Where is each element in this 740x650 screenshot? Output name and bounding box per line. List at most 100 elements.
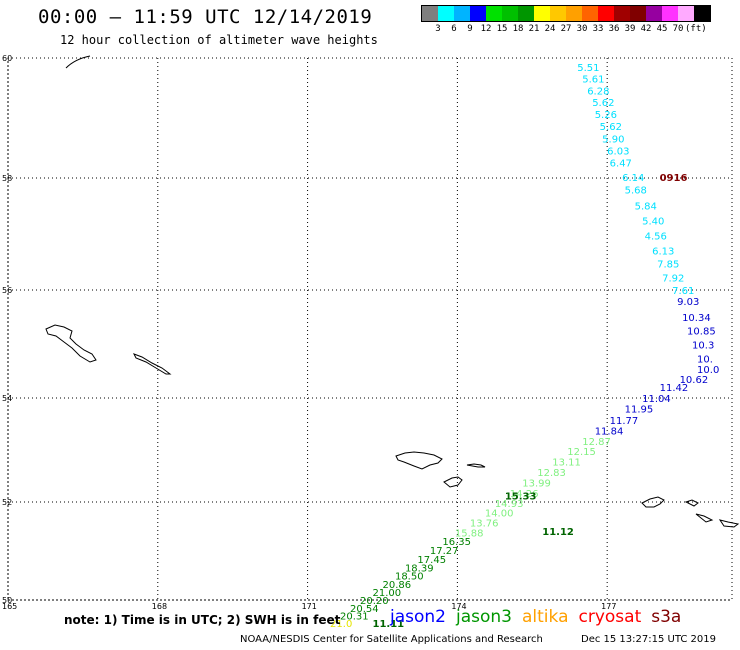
swh-value: 10.34 (682, 313, 711, 324)
swh-value: 4.56 (645, 232, 667, 243)
legend-label: 15 (496, 24, 508, 34)
legend-label: 18 (512, 24, 524, 34)
legend-label: 30 (576, 24, 588, 34)
swh-value: 11.04 (642, 394, 671, 405)
legend-label: 36 (608, 24, 620, 34)
island-kiska (641, 496, 665, 508)
footer-note: note: 1) Time is in UTC; 2) SWH is in fe… (64, 613, 341, 627)
swh-value: 12.83 (537, 468, 566, 479)
swh-value: 15.88 (455, 528, 484, 539)
legend-swatch (534, 6, 550, 21)
swh-value: 9.03 (677, 297, 699, 308)
legend-swatch (582, 6, 598, 21)
swh-value: 14.26 (510, 489, 539, 500)
legend-label: 27 (560, 24, 572, 34)
legend-swatch (694, 6, 710, 21)
satellite-jason3: jason3 (456, 607, 512, 627)
legend-swatch (614, 6, 630, 21)
satellite-cryosat: cryosat (578, 607, 642, 627)
swh-value: 10.85 (687, 326, 716, 337)
legend-swatch (438, 6, 454, 21)
island-agattu (443, 476, 463, 488)
legend-label: 12 (480, 24, 492, 34)
satellite-jason2: jason2 (390, 607, 446, 627)
island-attu (395, 451, 443, 470)
swh-value: 11.77 (610, 416, 639, 427)
swh-value: 5.26 (595, 110, 617, 121)
island-rat (684, 499, 699, 507)
swh-value: 5.90 (602, 135, 624, 146)
legend-label: 24 (544, 24, 556, 34)
swh-value: 5.51 (577, 63, 599, 74)
lat-label: 58 (2, 174, 12, 183)
legend-label: (ft) (685, 24, 707, 34)
legend-label: 45 (656, 24, 668, 34)
swh-value: 10.3 (692, 340, 714, 351)
legend-swatches (421, 5, 711, 22)
swh-value: 5.62 (592, 98, 614, 109)
swh-value: 11.84 (595, 426, 624, 437)
island-medny (132, 353, 172, 375)
legend-swatch (630, 6, 646, 21)
satellite-altika: altika (522, 607, 569, 627)
lat-label: 50 (2, 596, 12, 605)
legend-label: 21 (528, 24, 540, 34)
lon-label: 174 (451, 602, 466, 611)
lat-label: 60 (2, 54, 12, 63)
coastline-kamchatka (65, 55, 91, 69)
swh-tracks: 5.515.616.285.625.265.625.906.036.476.14… (330, 63, 719, 630)
legend-swatch (646, 6, 662, 21)
swh-value: 21.0 (330, 619, 352, 630)
swh-value: 14.00 (485, 509, 514, 520)
lat-label: 52 (2, 498, 12, 507)
lat-label: 56 (2, 286, 12, 295)
swh-value: 0916 (660, 173, 688, 184)
legend-label: 9 (467, 24, 473, 34)
legend-label: 6 (451, 24, 457, 34)
swh-value: 5.84 (635, 201, 657, 212)
swh-value: 11.11 (372, 619, 404, 630)
legend-swatch (470, 6, 486, 21)
swh-value: 6.13 (652, 247, 674, 258)
swh-value: 11.95 (625, 405, 654, 416)
island-amchitka-east (718, 519, 740, 528)
island-amchitka (695, 513, 714, 523)
legend-label: 39 (624, 24, 636, 34)
swh-value: 11.12 (542, 527, 574, 538)
legend-labels: 3 6 9 12 15 18 21 24 27 30 33 36 39 42 45 70 (ft) (421, 22, 711, 36)
legend-label: 3 (435, 24, 441, 34)
swh-value: 5.40 (642, 216, 664, 227)
swh-value: 13.11 (552, 458, 581, 469)
lon-label: 168 (152, 602, 167, 611)
legend-swatch (598, 6, 614, 21)
page-subtitle: 12 hour collection of altimeter wave hei… (60, 33, 378, 47)
color-legend: 3 6 9 12 15 18 21 24 27 30 33 36 39 42 45 70 (ft) (421, 5, 711, 36)
legend-swatch (566, 6, 582, 21)
swh-value: 13.76 (470, 519, 499, 530)
lat-label: 54 (2, 394, 12, 403)
swh-value: 20.86 (382, 580, 411, 591)
swh-value: 12.87 (582, 437, 611, 448)
swh-value: 13.99 (522, 478, 551, 489)
swh-value: 7.92 (662, 274, 684, 285)
swh-value: 14.93 (495, 499, 524, 510)
swh-value: 15.33 (505, 491, 537, 502)
swh-value: 12.15 (567, 447, 596, 458)
swh-value: 17.27 (430, 546, 459, 557)
satellite-s3a: s3a (651, 607, 682, 627)
swh-value: 17.45 (417, 555, 446, 566)
page-title: 00:00 – 11:59 UTC 12/14/2019 (38, 6, 373, 28)
swh-value: 6.28 (587, 87, 609, 98)
legend-swatch (662, 6, 678, 21)
legend-swatch (678, 6, 694, 21)
swh-value: 6.03 (607, 147, 629, 158)
swh-value: 5.68 (625, 186, 647, 197)
legend-label: 70 (672, 24, 684, 34)
legend-swatch (518, 6, 534, 21)
island-bering (45, 324, 97, 363)
lon-label: 165 (2, 602, 17, 611)
coastlines (45, 55, 740, 528)
satellite-legend: jason2 jason3 altika cryosat s3a (390, 607, 691, 627)
